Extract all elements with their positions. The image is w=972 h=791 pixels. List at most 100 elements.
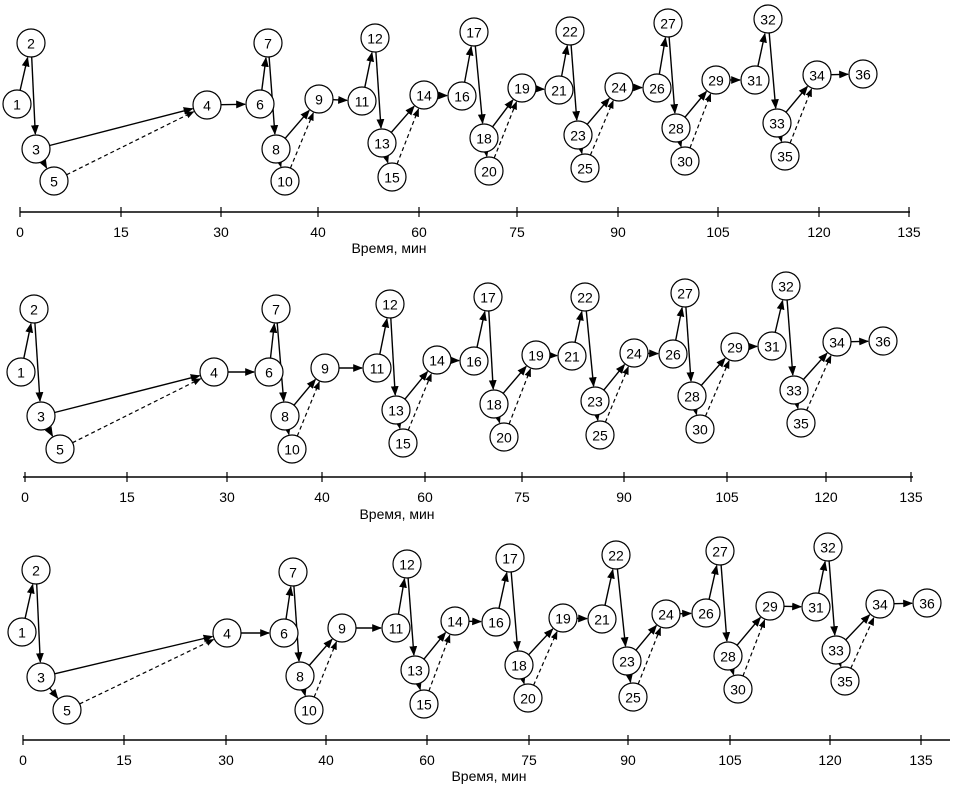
event-circle <box>555 16 585 46</box>
event-node-33: 33 <box>762 108 792 138</box>
event-number: 10 <box>301 703 317 719</box>
event-circle <box>304 84 334 114</box>
event-node-24: 24 <box>619 338 649 368</box>
nodes: 1234567891011121314151617181920212223242… <box>7 532 942 725</box>
event-node-16: 16 <box>447 81 477 111</box>
event-circle <box>912 588 942 618</box>
arrow-1-2 <box>23 322 34 359</box>
event-circle <box>19 294 49 324</box>
event-node-33: 33 <box>779 375 809 405</box>
event-circle <box>347 86 377 116</box>
event-number: 23 <box>587 394 603 410</box>
event-node-14: 14 <box>422 345 452 375</box>
arrow-2-3 <box>34 322 44 402</box>
event-number: 30 <box>692 422 708 438</box>
event-circle <box>585 420 615 450</box>
dummy-arrow-20-19 <box>533 630 558 686</box>
tick-label: 15 <box>113 224 129 240</box>
arrow-23-25 <box>625 672 633 684</box>
event-circle <box>755 591 785 621</box>
event-node-6: 6 <box>245 89 275 119</box>
event-node-9: 9 <box>310 353 340 383</box>
event-node-29: 29 <box>701 65 731 95</box>
event-number: 24 <box>626 346 642 362</box>
event-circle <box>469 123 499 153</box>
arrow-12-13 <box>375 51 385 129</box>
arrow-28-30 <box>674 136 683 148</box>
dummy-arrow-25-24 <box>589 100 614 156</box>
event-number: 22 <box>608 548 624 564</box>
axis-title: Время, мин <box>451 768 526 784</box>
event-node-31: 31 <box>801 592 831 622</box>
arrow-18-19 <box>502 365 527 394</box>
event-number: 35 <box>777 149 793 165</box>
tick-label: 135 <box>909 752 933 768</box>
dummy-arrow-5-4 <box>66 111 195 176</box>
arrow-12-13 <box>407 577 418 656</box>
event-node-2: 2 <box>21 555 51 585</box>
event-circle <box>570 153 600 183</box>
event-circle <box>580 386 610 416</box>
event-circle <box>212 618 242 648</box>
arrow-22-23 <box>570 44 581 121</box>
event-number: 28 <box>720 649 736 665</box>
event-node-28: 28 <box>677 381 707 411</box>
event-circle <box>45 434 75 464</box>
event-number: 19 <box>555 611 571 627</box>
arrow-27-28 <box>685 306 695 382</box>
event-circle <box>277 434 307 464</box>
arrow-18-20 <box>481 146 490 158</box>
event-number: 28 <box>684 389 700 405</box>
event-node-18: 18 <box>469 123 499 153</box>
event-circle <box>544 75 574 105</box>
event-number: 31 <box>747 73 763 89</box>
event-node-36: 36 <box>868 326 898 356</box>
dummy-arrow-30-29 <box>689 93 712 149</box>
event-node-27: 27 <box>653 8 683 38</box>
event-node-23: 23 <box>612 646 642 676</box>
event-node-35: 35 <box>770 141 800 171</box>
event-circle <box>381 613 411 643</box>
dummy-arrow-25-24 <box>604 366 629 423</box>
event-number: 12 <box>382 297 398 313</box>
event-number: 14 <box>429 353 445 369</box>
event-node-6: 6 <box>254 357 284 387</box>
event-circle <box>504 650 534 680</box>
tick-label: 105 <box>718 752 742 768</box>
event-node-11: 11 <box>347 86 377 116</box>
event-circle <box>830 666 860 696</box>
schedule-1: 1234567891011121314151617181920212223242… <box>2 4 921 256</box>
event-circle <box>16 28 46 58</box>
event-node-4: 4 <box>192 90 222 120</box>
event-circle <box>199 357 229 387</box>
event-number: 3 <box>32 142 40 158</box>
event-node-4: 4 <box>212 618 242 648</box>
dummy-arrow-5-4 <box>79 638 215 705</box>
event-number: 2 <box>27 36 35 52</box>
arrow-1-2 <box>19 56 30 91</box>
event-node-3: 3 <box>26 401 56 431</box>
event-number: 5 <box>50 174 58 190</box>
tick-label: 120 <box>814 489 838 505</box>
event-circle <box>651 599 681 629</box>
event-number: 16 <box>466 354 482 370</box>
event-node-17: 17 <box>495 543 525 573</box>
event-node-35: 35 <box>786 408 816 438</box>
tick-label: 0 <box>21 489 29 505</box>
event-node-10: 10 <box>277 434 307 464</box>
time-axis: 0 15 30 40 60 75 90 105 120 135 Время, мин <box>16 207 921 256</box>
event-number: 24 <box>611 80 627 96</box>
arrow-17-18 <box>474 45 486 125</box>
event-circle <box>670 278 700 308</box>
event-node-17: 17 <box>459 17 489 47</box>
event-number: 5 <box>63 703 71 719</box>
event-node-33: 33 <box>821 635 851 665</box>
event-number: 8 <box>281 409 289 425</box>
event-circle <box>375 289 405 319</box>
tick-label: 15 <box>116 752 132 768</box>
event-node-2: 2 <box>16 28 46 58</box>
arrow-28-29 <box>684 90 708 118</box>
dummy-arrow-35-34 <box>789 88 813 144</box>
event-circle <box>7 617 37 647</box>
tick-label: 90 <box>620 752 636 768</box>
